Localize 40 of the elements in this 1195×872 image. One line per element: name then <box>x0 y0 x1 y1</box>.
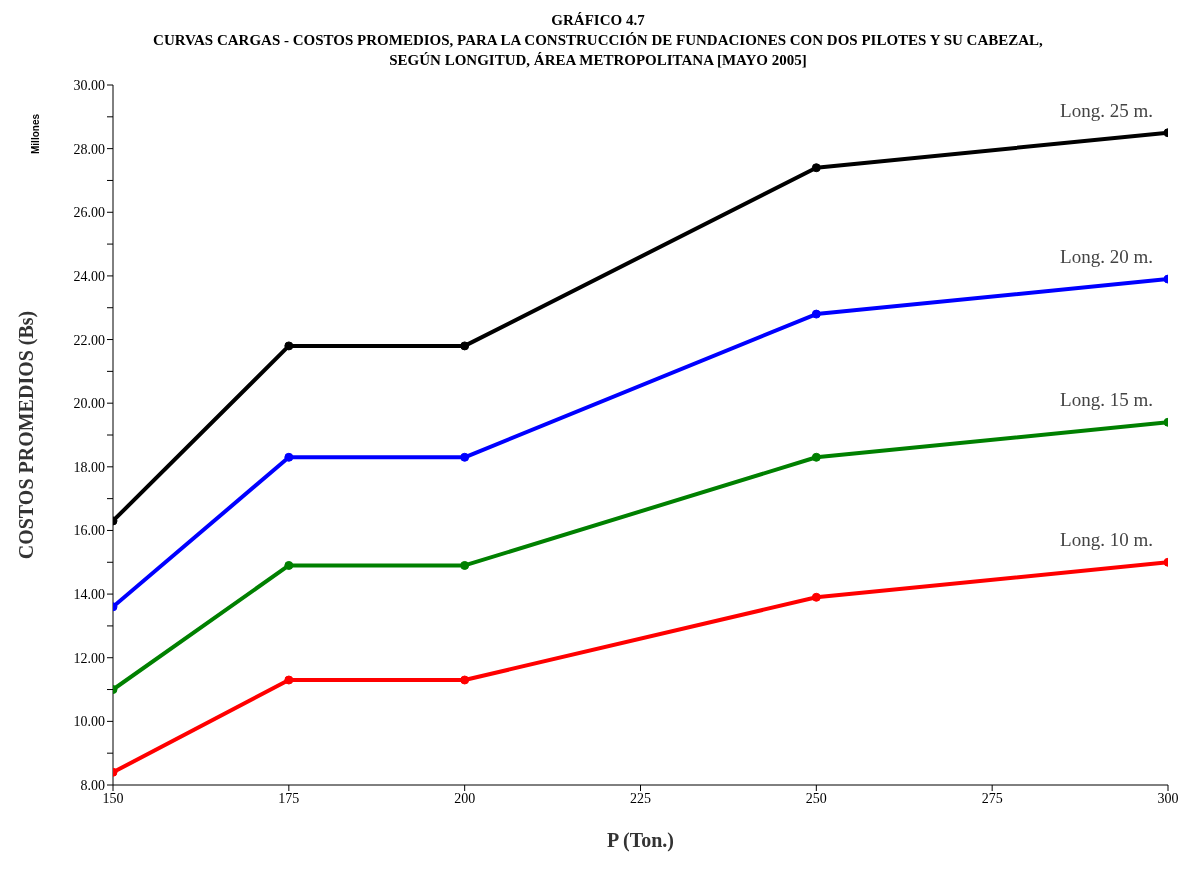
y-tick-label: 16.00 <box>73 523 105 539</box>
y-tick-label: 26.00 <box>73 205 105 221</box>
x-tick-label: 200 <box>454 790 476 806</box>
y-tick-label: 12.00 <box>73 650 105 666</box>
y-axis-title: COSTOS PROMEDIOS (Bs) <box>15 310 39 560</box>
chart-title: GRÁFICO 4.7 <box>550 11 646 30</box>
point <box>811 309 821 319</box>
series-label: Long. 20 m. <box>1060 246 1153 268</box>
y-tick-label: 10.00 <box>73 714 105 730</box>
x-tick-label: 300 <box>1157 790 1179 806</box>
x-tick-label: 250 <box>805 790 827 806</box>
x-tick-label: 275 <box>981 790 1003 806</box>
x-tick-label: 175 <box>278 790 300 806</box>
y-tick-label: 24.00 <box>73 268 105 284</box>
y-tick-label: 20.00 <box>73 396 105 412</box>
point <box>811 452 821 462</box>
chart-subtitle: CURVAS CARGAS - COSTOS PROMEDIOS, PARA LA CONSTRUCCIÓN DE FUNDACIONES CON DOS PILOTES Y SU CABEZAL, SEGÚN LONGITUD, ÁREA METROPOLITANA [MAYO 2005] <box>152 31 1044 70</box>
series-label: Long. 10 m. <box>1060 529 1153 551</box>
point <box>460 675 470 685</box>
x-tick-label: 225 <box>630 790 651 806</box>
point <box>811 592 821 602</box>
y-tick-label: 22.00 <box>73 332 105 348</box>
y-tick-label: 14.00 <box>73 587 105 603</box>
point <box>460 560 470 570</box>
y-tick-label: 18.00 <box>73 459 105 475</box>
point <box>284 341 294 351</box>
series-label: Long. 15 m. <box>1060 389 1153 411</box>
text: Millones <box>30 113 41 154</box>
point <box>460 341 470 351</box>
point <box>284 675 294 685</box>
series-label: Long. 25 m. <box>1060 99 1153 121</box>
point <box>284 560 294 570</box>
point <box>460 452 470 462</box>
point <box>284 452 294 462</box>
point <box>811 163 821 173</box>
y-tick-label: 8.00 <box>80 777 105 793</box>
x-tick-label: 150 <box>102 790 124 806</box>
y-tick-label: 28.00 <box>73 141 105 157</box>
y-tick-label: 30.00 <box>73 77 105 93</box>
x-axis-title: P (Ton.) <box>606 829 675 852</box>
